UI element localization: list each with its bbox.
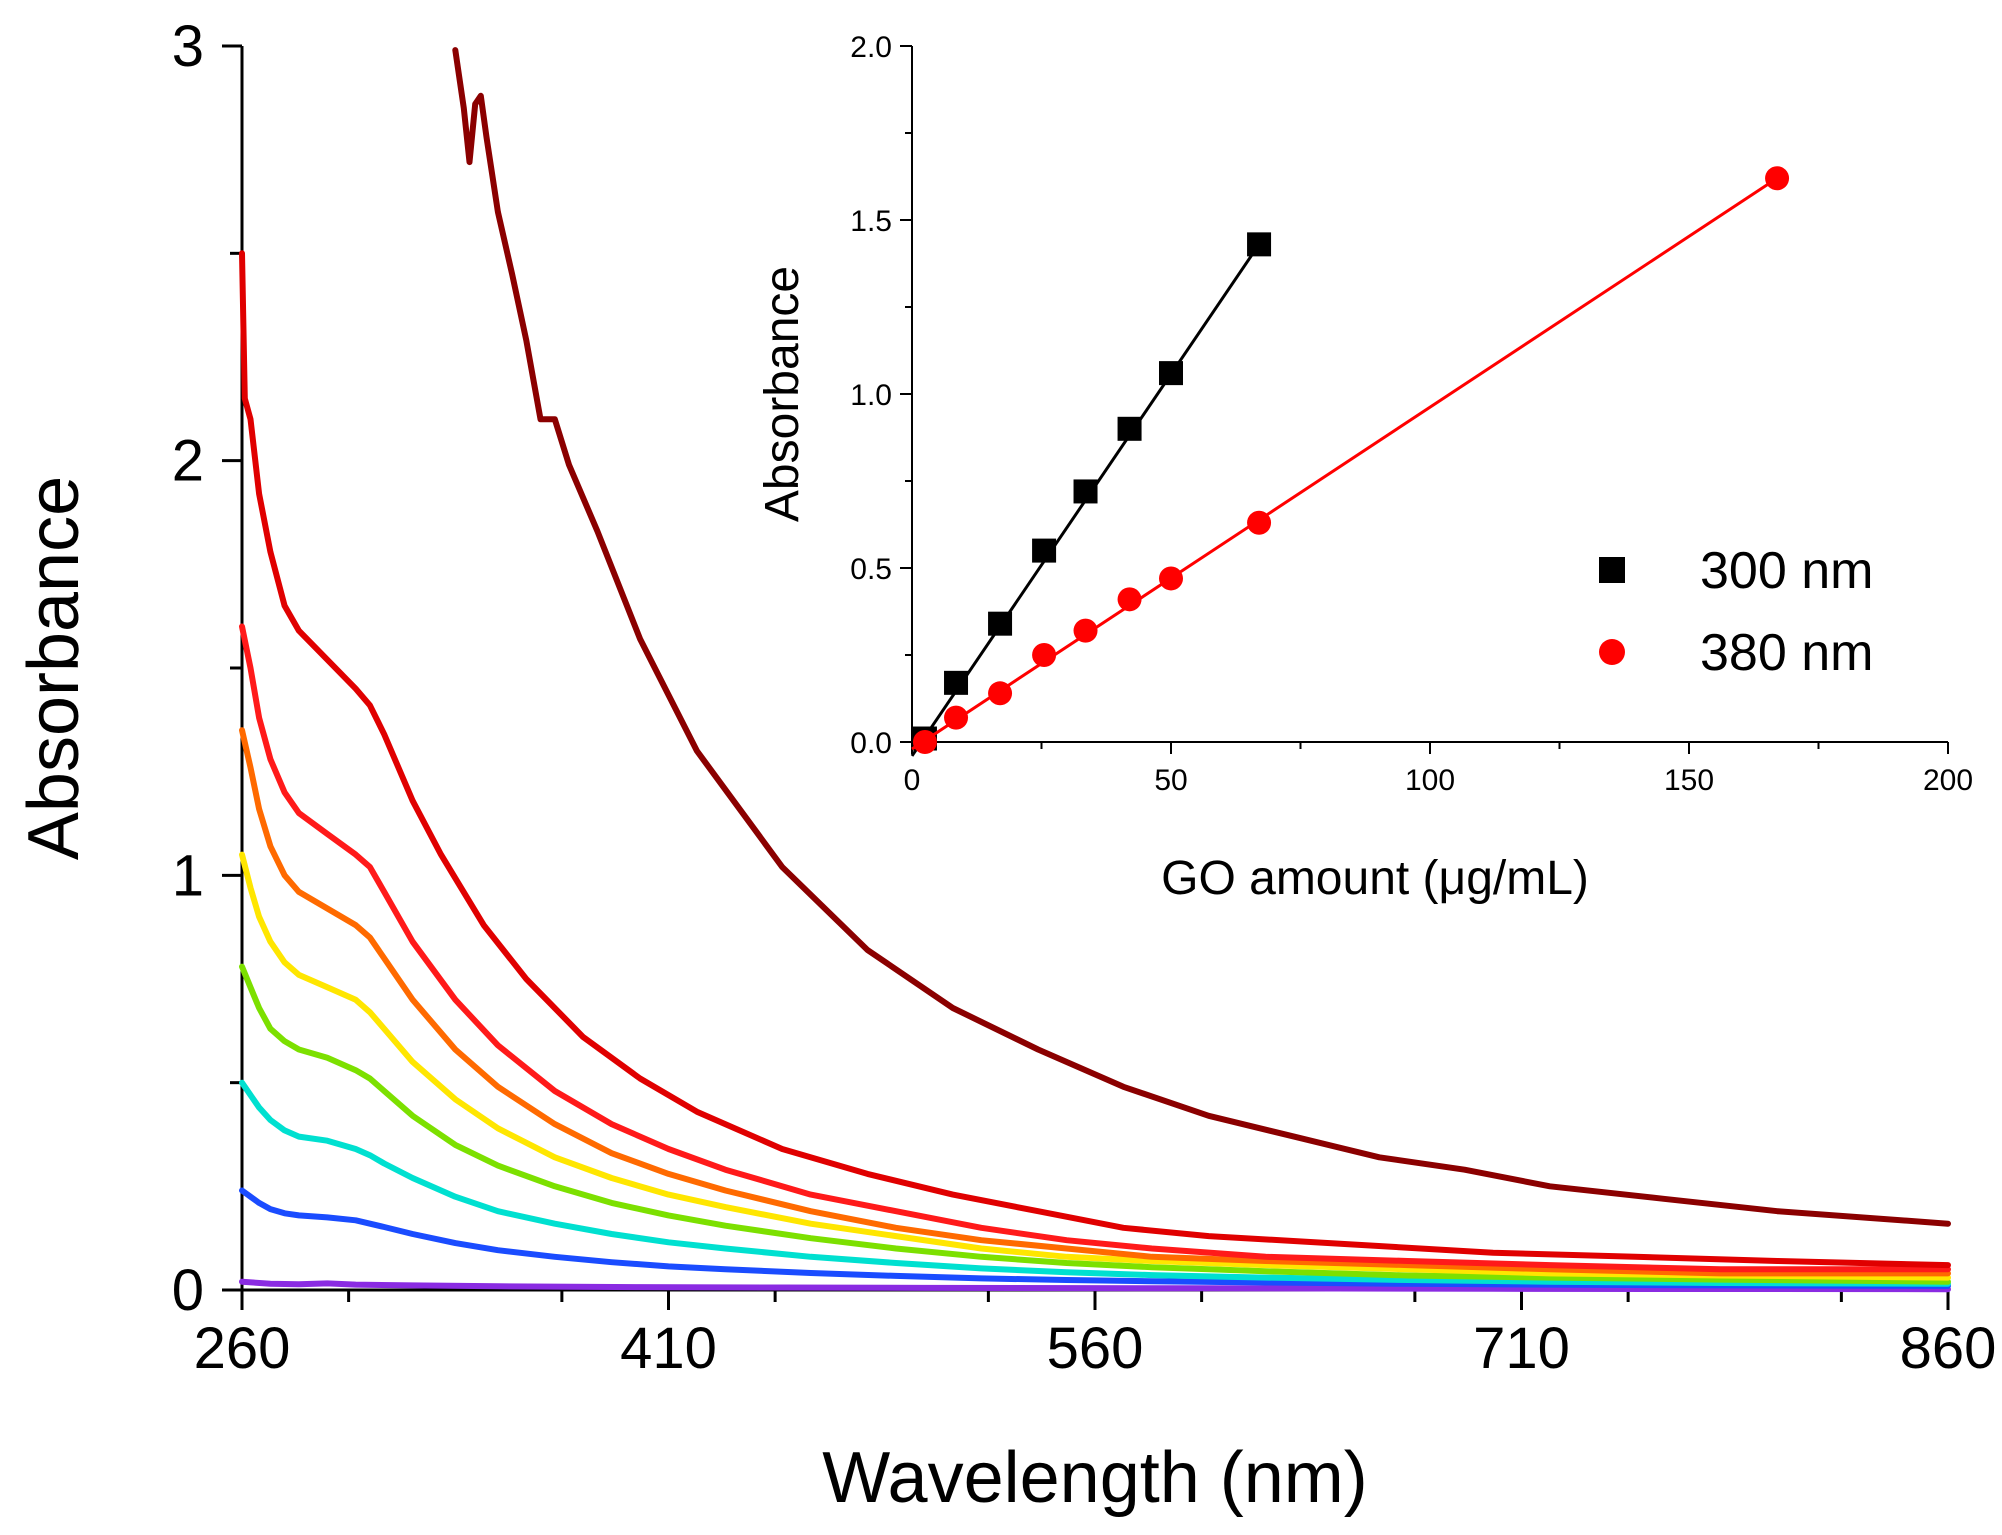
inset-point-300nm [944, 670, 969, 695]
inset-point-380nm [1117, 587, 1142, 612]
main-y-tick-label: 3 [172, 14, 204, 79]
main-axes: 260 410 560 710 860 0 1 2 3 Wavelength (nm) Absorb… [14, 14, 1996, 1518]
main-spectrum-8-line [239, 1187, 1951, 1289]
main-x-tick-label: 260 [194, 1316, 291, 1381]
main-spectrum-2-line [239, 250, 1951, 1269]
main-spectrum-6-line [239, 963, 1951, 1285]
inset-380-nm-fit-line [911, 176, 1778, 751]
inset-point-300nm [1032, 538, 1057, 563]
main-y-tick-label: 2 [172, 429, 204, 494]
inset-x-tick-label: 200 [1923, 764, 1973, 797]
main-series-group [239, 47, 1951, 1293]
main-spectrum-1-line [452, 47, 1951, 1227]
main-x-tick-label: 710 [1473, 1316, 1570, 1381]
main-x-tick-label: 560 [1047, 1316, 1144, 1381]
inset-legend: 300 nm 380 nm [1599, 542, 1873, 682]
main-y-tick-label: 1 [172, 843, 204, 908]
inset-point-380nm [1765, 166, 1790, 191]
main-spectrum-4-line [239, 727, 1951, 1277]
main-x-tick-label: 860 [1900, 1316, 1997, 1381]
inset-y-tick-label: 2.0 [850, 31, 892, 64]
legend-label: 380 nm [1700, 624, 1873, 682]
legend-label: 300 nm [1700, 542, 1873, 600]
inset-y-tick-label: 1.0 [850, 379, 892, 412]
inset-point-300nm [1159, 361, 1183, 386]
inset-point-300nm [1247, 232, 1272, 257]
main-x-axis-title: Wavelength (nm) [822, 1438, 1368, 1518]
main-spectrum-3-line [239, 623, 1951, 1273]
inset-point-300nm [1073, 479, 1098, 504]
inset-point-380nm [988, 681, 1013, 706]
inset-x-axis-title: GO amount (μg/mL) [1161, 852, 1589, 905]
legend-marker-circle [1599, 639, 1625, 665]
inset-point-380nm [912, 730, 937, 754]
inset-point-380nm [1073, 618, 1098, 643]
inset-point-380nm [944, 705, 969, 730]
main-y-axis-title: Absorbance [14, 476, 94, 860]
main-x-tick-label: 410 [620, 1316, 717, 1381]
inset-point-380nm [1032, 643, 1057, 667]
inset-y-tick-label: 0.5 [850, 553, 892, 586]
inset-x-tick-label: 100 [1405, 764, 1455, 797]
inset-point-380nm [1159, 566, 1183, 591]
inset-x-tick-label: 50 [1154, 764, 1187, 797]
main-spectrum-5-line [239, 851, 1951, 1281]
main-spectrum-9-line [239, 1278, 1951, 1293]
inset-x-tick-label: 150 [1664, 764, 1714, 797]
legend-marker-square [1599, 557, 1625, 583]
inset-x-tick-label: 0 [904, 764, 921, 797]
inset-point-300nm [988, 611, 1013, 636]
inset-point-380nm [1247, 510, 1272, 535]
inset-y-tick-label: 0.0 [850, 727, 892, 760]
inset-y-tick-label: 1.5 [850, 205, 892, 238]
inset-axes: 0 50 100 150 200 0.0 0.5 1.0 1.5 2.0 GO amount (μg… [756, 31, 1973, 905]
main-spectrum-7-line [239, 1079, 1951, 1287]
inset-y-axis-title: Absorbance [756, 266, 809, 522]
inset-series-group [910, 166, 1790, 757]
inset-point-300nm [1117, 416, 1142, 441]
main-y-tick-label: 0 [172, 1258, 204, 1323]
